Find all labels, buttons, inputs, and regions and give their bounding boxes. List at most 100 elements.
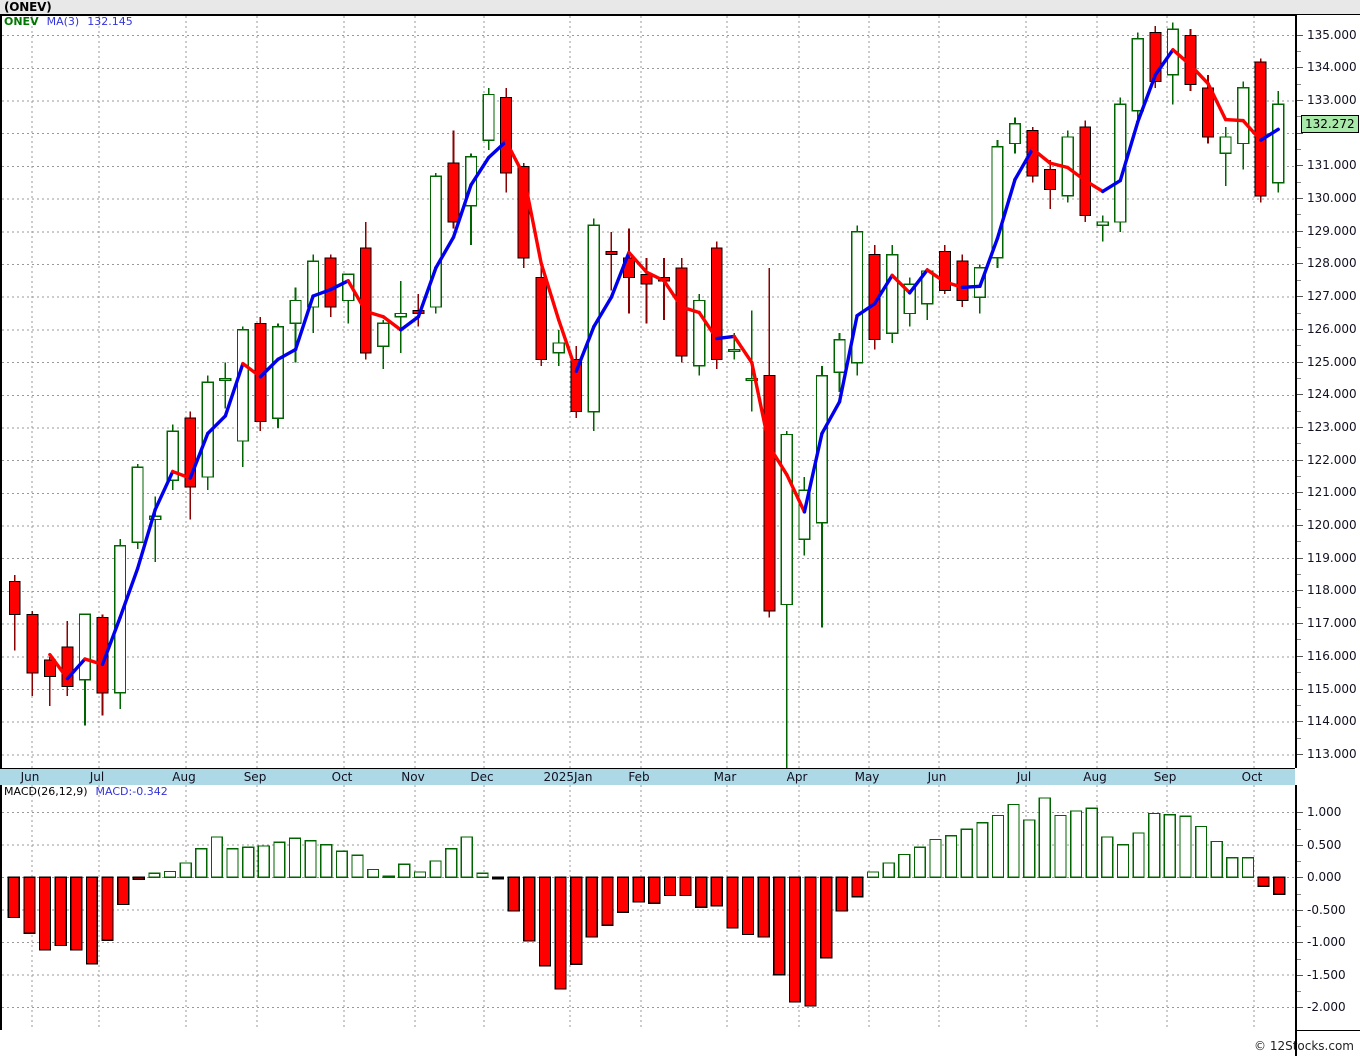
price-axis-tick bbox=[1297, 361, 1303, 363]
price-axis: 135.000 134.000 133.000 131.000 130.000 129.0… bbox=[1295, 15, 1360, 768]
current-price-tag: 132.272 bbox=[1301, 114, 1359, 133]
price-axis-minor-tick bbox=[1297, 279, 1301, 281]
price-chart-canvas bbox=[2, 16, 1295, 768]
month-axis-label: Aug bbox=[172, 770, 196, 784]
macd-axis-minor-tick bbox=[1297, 991, 1301, 992]
month-axis-label: 2025Jan bbox=[543, 770, 593, 784]
page-title: (ONEV) bbox=[4, 0, 52, 14]
price-axis-minor-tick bbox=[1297, 639, 1301, 641]
price-axis-minor-tick bbox=[1297, 50, 1301, 52]
price-axis-tick bbox=[1297, 34, 1303, 36]
price-axis-minor-tick bbox=[1297, 574, 1301, 576]
month-axis-label: Jun bbox=[927, 770, 947, 784]
price-axis-tick bbox=[1297, 230, 1303, 232]
macd-axis-tick bbox=[1297, 844, 1303, 846]
month-axis-label: May bbox=[854, 770, 880, 784]
price-axis-label: 119.000 bbox=[1307, 550, 1357, 565]
price-axis-label: 129.000 bbox=[1307, 223, 1357, 238]
macd-axis-tick bbox=[1297, 942, 1303, 944]
price-axis-minor-tick bbox=[1297, 606, 1301, 608]
price-axis-minor-tick bbox=[1297, 214, 1301, 216]
macd-chart-canvas bbox=[2, 785, 1295, 1030]
macd-value: MACD:-0.342 bbox=[95, 785, 168, 798]
month-axis-label: Nov bbox=[401, 770, 425, 784]
price-axis-label: 130.000 bbox=[1307, 191, 1357, 206]
price-axis-label: 116.000 bbox=[1307, 648, 1357, 663]
month-axis-label: Feb bbox=[628, 770, 650, 784]
price-axis-minor-tick bbox=[1297, 508, 1301, 510]
price-axis-label: 134.000 bbox=[1307, 60, 1357, 75]
month-axis-label: Mar bbox=[713, 770, 737, 784]
legend-ma-label: MA(3) bbox=[46, 15, 80, 28]
price-axis-tick bbox=[1297, 557, 1303, 559]
macd-axis-minor-tick bbox=[1297, 861, 1301, 863]
price-axis-minor-tick bbox=[1297, 737, 1301, 739]
macd-axis-label: 1.000 bbox=[1307, 805, 1342, 820]
price-axis-minor-tick bbox=[1297, 704, 1301, 706]
price-axis-minor-tick bbox=[1297, 116, 1301, 118]
price-axis-tick bbox=[1297, 721, 1303, 723]
price-axis-tick bbox=[1297, 688, 1303, 690]
price-axis-tick bbox=[1297, 67, 1303, 69]
macd-axis-tick bbox=[1297, 909, 1303, 911]
price-axis-label: 126.000 bbox=[1307, 321, 1357, 336]
price-axis-label: 135.000 bbox=[1307, 27, 1357, 42]
price-chart-legend: ONEV MA(3) 132.145 bbox=[4, 16, 133, 28]
macd-axis-label: -0.500 bbox=[1307, 902, 1346, 917]
price-axis-tick bbox=[1297, 753, 1303, 755]
price-axis-minor-tick bbox=[1297, 312, 1301, 314]
month-axis-label: Oct bbox=[1241, 770, 1263, 784]
price-axis-label: 124.000 bbox=[1307, 387, 1357, 402]
price-axis-label: 122.000 bbox=[1307, 452, 1357, 467]
price-axis-label: 115.000 bbox=[1307, 681, 1357, 696]
macd-chart-panel bbox=[0, 785, 1295, 1030]
month-axis-label: Apr bbox=[786, 770, 808, 784]
price-axis-label: 121.000 bbox=[1307, 485, 1357, 500]
price-axis-minor-tick bbox=[1297, 476, 1301, 477]
price-axis-label: 120.000 bbox=[1307, 518, 1357, 533]
price-axis-tick bbox=[1297, 492, 1303, 494]
macd-axis-label: -1.500 bbox=[1307, 967, 1346, 982]
price-axis-minor-tick bbox=[1297, 377, 1301, 379]
macd-axis-tick bbox=[1297, 877, 1303, 879]
price-axis-label: 133.000 bbox=[1307, 93, 1357, 107]
macd-axis-minor-tick bbox=[1297, 926, 1301, 928]
macd-axis-label: -1.000 bbox=[1307, 935, 1346, 950]
month-axis-label: Oct bbox=[331, 770, 353, 784]
macd-axis-minor-tick bbox=[1297, 958, 1301, 960]
macd-axis-label: -2.000 bbox=[1307, 1000, 1346, 1015]
title-bar: (ONEV) bbox=[0, 0, 1360, 15]
legend-ma-value: 132.145 bbox=[87, 15, 133, 28]
price-axis-tick bbox=[1297, 525, 1303, 527]
price-axis-tick bbox=[1297, 328, 1303, 330]
price-axis-tick bbox=[1297, 394, 1303, 396]
price-axis-minor-tick bbox=[1297, 345, 1301, 347]
price-axis-tick bbox=[1297, 623, 1303, 625]
price-axis-label: 125.000 bbox=[1307, 354, 1357, 369]
price-axis-minor-tick bbox=[1297, 443, 1301, 445]
macd-axis-tick bbox=[1297, 812, 1303, 814]
footer: © 12Stocks.com bbox=[0, 1030, 1360, 1056]
macd-axis-tick bbox=[1297, 974, 1303, 976]
macd-axis-label: 0.500 bbox=[1307, 837, 1342, 852]
price-axis-tick bbox=[1297, 296, 1303, 298]
macd-label: MACD(26,12,9) bbox=[4, 785, 88, 798]
price-axis-minor-tick bbox=[1297, 247, 1301, 249]
price-axis-label: 114.000 bbox=[1307, 714, 1357, 729]
price-axis-tick bbox=[1297, 655, 1303, 657]
month-axis-label: Dec bbox=[470, 770, 494, 784]
copyright-notice: © 12Stocks.com bbox=[1254, 1039, 1354, 1053]
price-axis-tick bbox=[1297, 198, 1303, 200]
macd-axis-minor-tick bbox=[1297, 828, 1301, 830]
macd-axis: 1.000 0.500 0.000 -0.500 -1.000 -1.500 -2.000 bbox=[1295, 785, 1360, 1030]
price-axis-minor-tick bbox=[1297, 83, 1301, 85]
price-axis-label: 118.000 bbox=[1307, 583, 1357, 598]
macd-chart-legend: MACD(26,12,9) MACD:-0.342 bbox=[4, 786, 168, 798]
price-axis-label: 113.000 bbox=[1307, 746, 1357, 761]
price-axis-tick bbox=[1297, 100, 1303, 101]
price-axis-label: 117.000 bbox=[1307, 616, 1357, 631]
price-axis-minor-tick bbox=[1297, 541, 1301, 543]
macd-axis-label: 0.000 bbox=[1307, 870, 1342, 885]
price-axis-tick bbox=[1297, 165, 1303, 167]
